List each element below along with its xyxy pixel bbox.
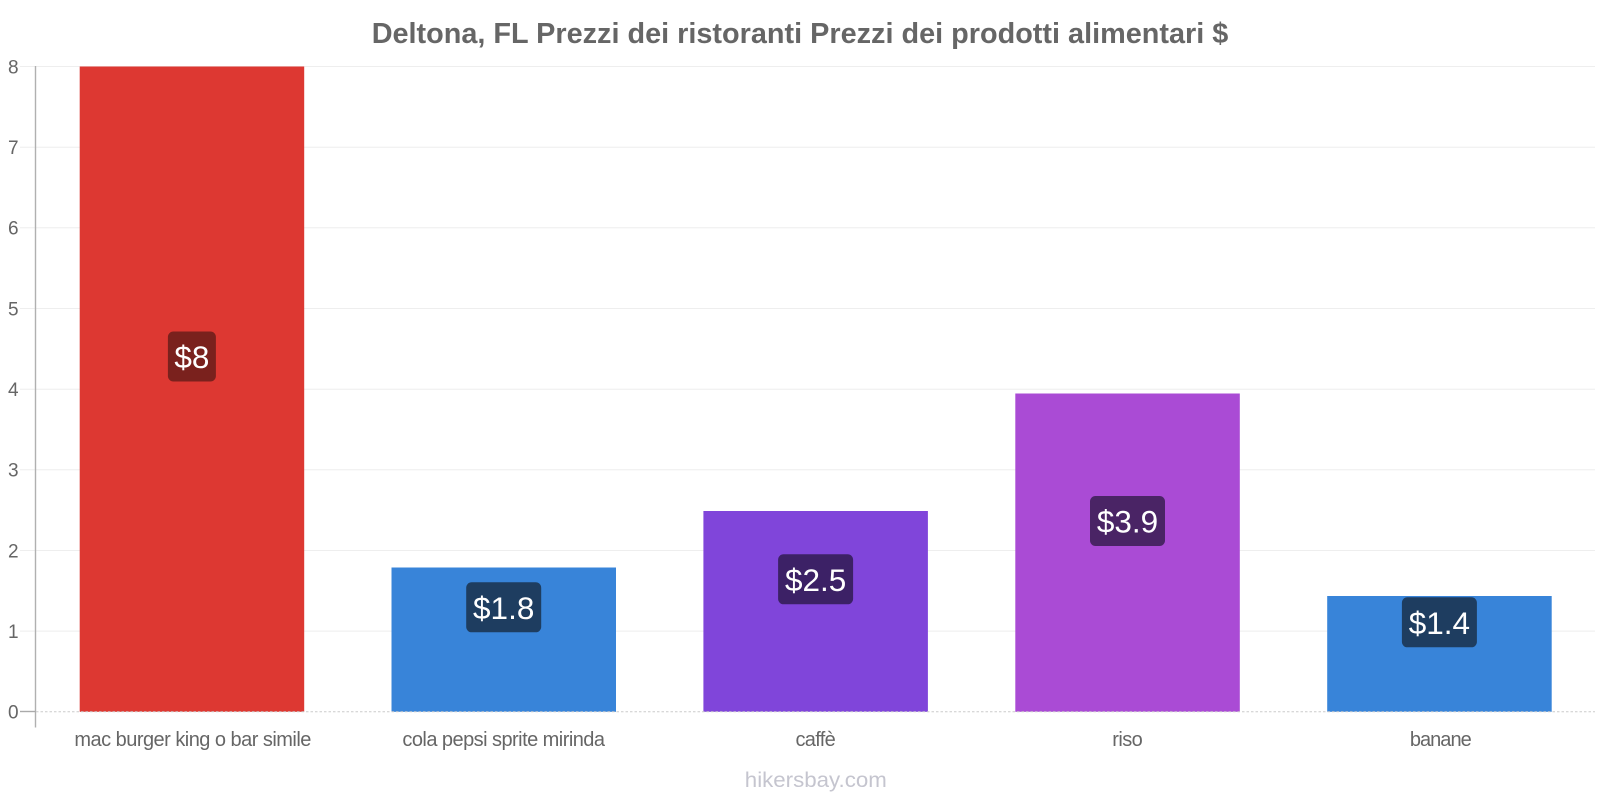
svg-text:7: 7 <box>8 138 19 159</box>
svg-text:3: 3 <box>8 461 19 482</box>
svg-text:2: 2 <box>8 541 19 562</box>
svg-text:hikersbay.com: hikersbay.com <box>745 768 887 792</box>
svg-text:$8: $8 <box>174 339 209 375</box>
svg-text:$1.4: $1.4 <box>1409 605 1470 641</box>
svg-text:mac burger king o bar simile: mac burger king o bar simile <box>74 729 311 751</box>
svg-text:0: 0 <box>8 703 19 724</box>
svg-text:6: 6 <box>8 219 19 240</box>
svg-text:banane: banane <box>1410 729 1472 751</box>
svg-text:cola pepsi sprite mirinda: cola pepsi sprite mirinda <box>402 729 605 751</box>
svg-text:caffè: caffè <box>795 729 835 751</box>
svg-text:$1.8: $1.8 <box>473 590 534 626</box>
svg-text:Deltona, FL Prezzi dei ristora: Deltona, FL Prezzi dei ristoranti Prezzi… <box>372 18 1229 50</box>
svg-text:$3.9: $3.9 <box>1097 504 1158 540</box>
svg-text:5: 5 <box>8 299 19 320</box>
svg-text:4: 4 <box>8 380 19 401</box>
svg-text:riso: riso <box>1112 729 1142 751</box>
svg-text:$2.5: $2.5 <box>785 562 846 598</box>
svg-text:8: 8 <box>8 57 19 78</box>
svg-text:1: 1 <box>8 622 19 643</box>
